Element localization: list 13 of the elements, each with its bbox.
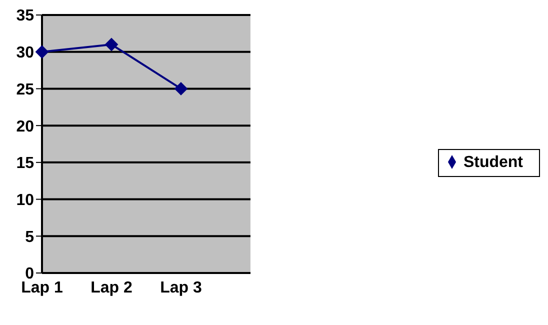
x-tick-label: Lap 2 bbox=[90, 279, 132, 296]
y-tick-label: 5 bbox=[25, 228, 34, 246]
y-tick-label: 35 bbox=[16, 8, 34, 25]
y-tick-label: 10 bbox=[16, 192, 34, 209]
y-tick-label: 30 bbox=[16, 44, 34, 62]
point bbox=[174, 82, 188, 96]
point bbox=[36, 45, 48, 58]
point bbox=[104, 38, 118, 51]
y-tick-label: 15 bbox=[16, 155, 34, 172]
x-tick-label: Lap 3 bbox=[160, 279, 202, 296]
y-tick-label: 25 bbox=[16, 81, 34, 98]
y-tick-label: 20 bbox=[16, 118, 34, 136]
legend-label: Student bbox=[463, 154, 523, 170]
